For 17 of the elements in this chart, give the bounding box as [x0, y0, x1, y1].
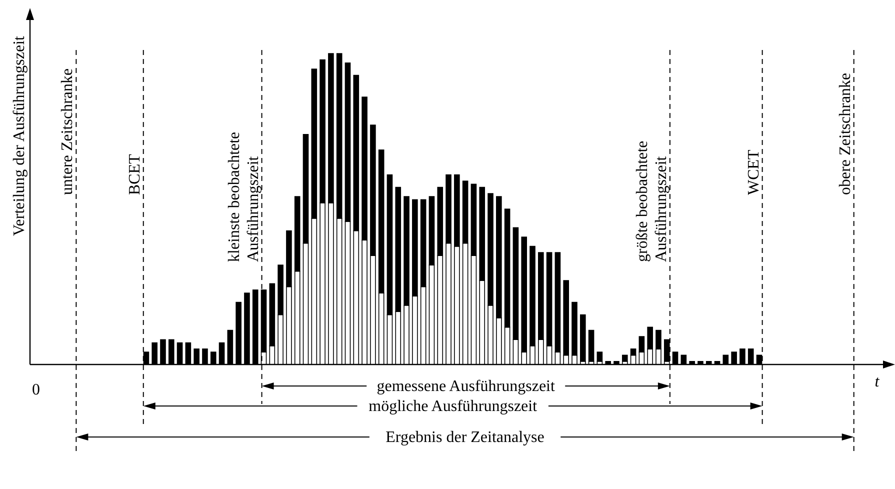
- annotation: BCET: [126, 154, 144, 195]
- bar: [588, 330, 594, 362]
- bar: [664, 339, 670, 362]
- bar: [580, 314, 586, 362]
- bar: [622, 354, 628, 362]
- text: obere Zeitschranke: [836, 72, 854, 195]
- text: Verteilung der Ausführungszeit: [11, 35, 28, 236]
- text: t: [874, 373, 880, 390]
- bar: [596, 352, 603, 362]
- text: untere Zeitschranke: [59, 68, 76, 195]
- text: mögliche Ausführungszeit: [368, 398, 538, 415]
- annotation: kleinste beobachtete Ausführungszeit: [226, 132, 262, 262]
- annotation: größte beobachtete Ausführungszeit: [634, 140, 670, 262]
- text: gemessene Ausführungszeit: [376, 378, 556, 395]
- annotation: WCET: [745, 149, 762, 195]
- text: 0: [32, 381, 40, 398]
- text: Ergebnis der Zeitanalyse: [386, 429, 544, 446]
